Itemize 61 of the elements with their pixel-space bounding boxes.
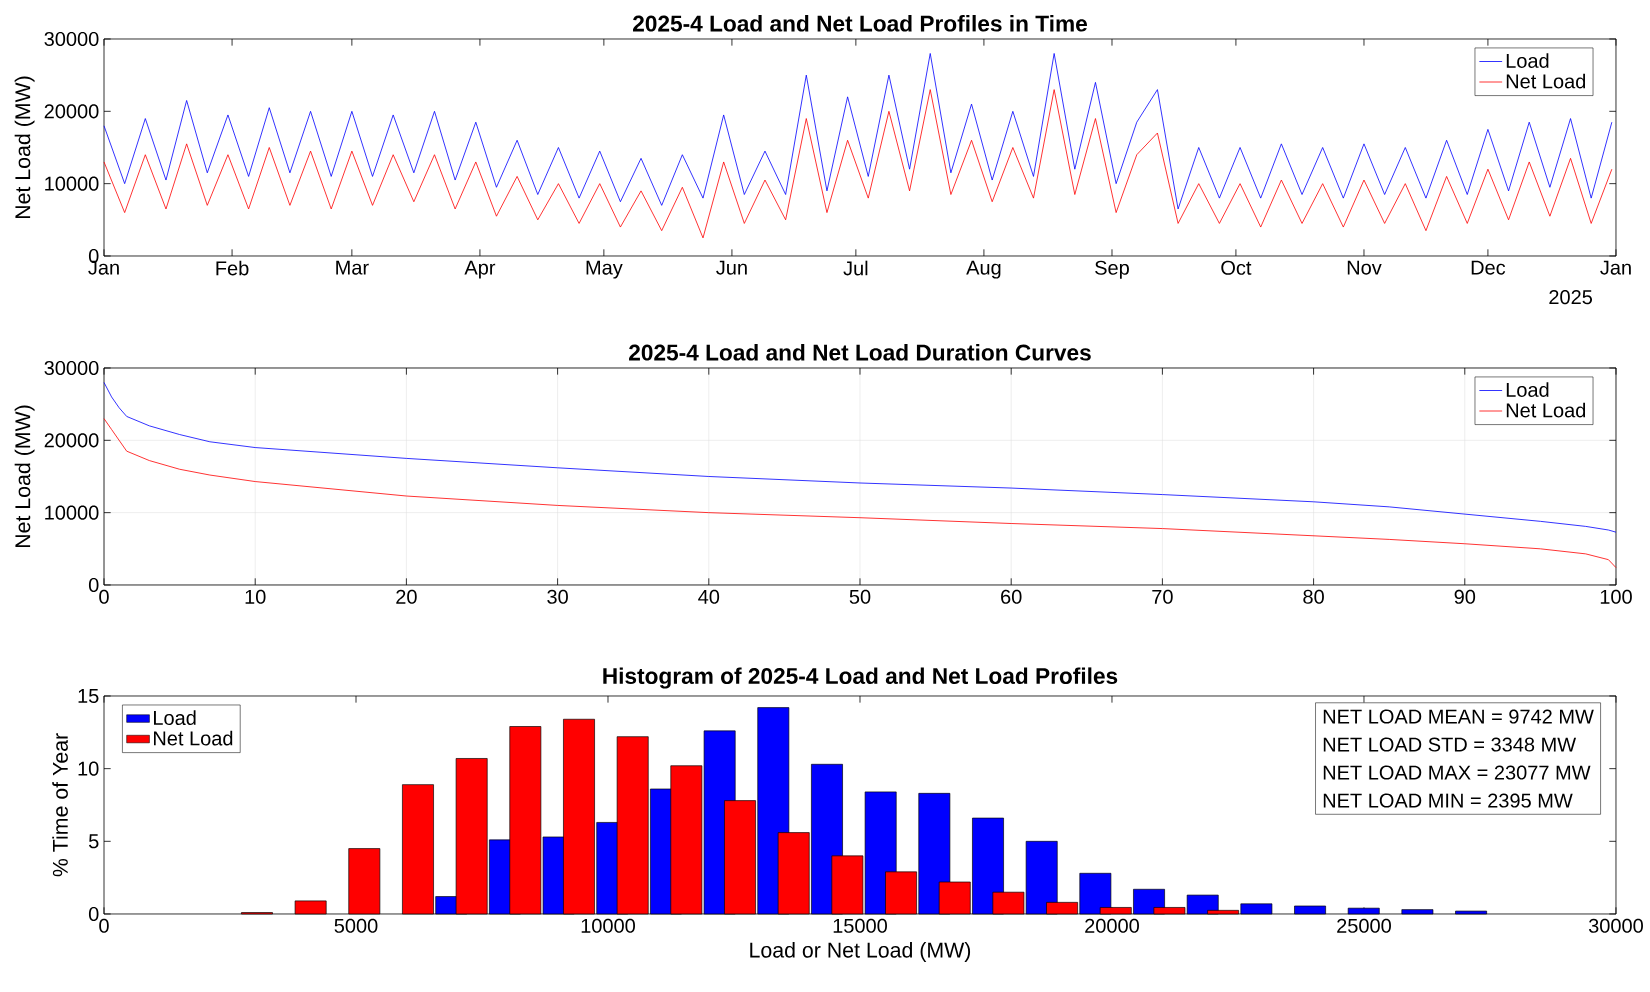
x-tick-label: Sep (1095, 260, 1129, 279)
legend-label: Net Load (1506, 73, 1586, 89)
text: 2025 (1549, 290, 1593, 305)
x-tick-label: 0 (99, 589, 109, 604)
x-tick-label: 40 (698, 589, 720, 604)
legend-label: Load (154, 710, 196, 725)
annotation: NET LOAD MAX = 23077 MW (1323, 765, 1591, 780)
x-tick-label: Aug (966, 260, 1001, 279)
x-tick-label: Nov (1347, 260, 1382, 275)
x-axis-title: Load or Net Load (MW) (750, 942, 971, 962)
chart-title: 2025-4 Load and Net Load Duration Curves (629, 343, 1091, 361)
y-axis-title: % Time of Year (52, 733, 68, 877)
y-tick-label: 10 (78, 761, 99, 776)
x-tick-label: May (586, 260, 623, 279)
x-tick-label: 60 (1001, 589, 1022, 604)
y-tick-label: 20000 (44, 104, 99, 119)
annotation: NET LOAD STD = 3348 MW (1323, 737, 1577, 752)
chart-title: Histogram of 2025-4 Load and Net Load Profiles (603, 667, 1118, 689)
annotation: NET LOAD MIN = 2395 MW (1323, 793, 1573, 808)
y-tick-label: 10000 (45, 176, 99, 191)
x-tick-label: Dec (1471, 260, 1506, 275)
x-tick-label: Oct (1221, 260, 1252, 275)
x-tick-label: Feb (216, 260, 249, 276)
y-tick-label: 30000 (44, 360, 99, 376)
y-axis-title: Net Load (MW) (14, 405, 35, 548)
legend-label: Net Load (1506, 402, 1586, 418)
x-tick-label: 0 (99, 918, 109, 933)
x-tick-label: 50 (849, 589, 871, 604)
x-tick-label: Jul (843, 260, 868, 276)
legend-label: Load (1506, 382, 1549, 397)
x-tick-label: 5000 (334, 918, 378, 933)
y-tick-label: 10000 (45, 505, 99, 520)
annotation: NET LOAD MEAN = 9742 MW (1323, 709, 1594, 724)
line-series (103, 89, 1613, 239)
x-tick-label: 30 (547, 589, 568, 604)
legend-label: Net Load (154, 730, 233, 746)
x-tick-label: 15000 (833, 918, 887, 933)
y-tick-label: 15 (78, 689, 99, 703)
x-tick-label: 10 (245, 589, 266, 604)
x-tick-label: 20 (396, 589, 417, 604)
x-tick-label: 20000 (1085, 918, 1139, 933)
x-tick-label: 25000 (1337, 918, 1391, 933)
x-tick-label: Mar (336, 260, 369, 275)
x-tick-label: Jun (716, 260, 747, 275)
y-tick-label: 30000 (44, 31, 99, 47)
chart-title: 2025-4 Load and Net Load Profiles in Time (633, 14, 1087, 32)
x-tick-label: 70 (1152, 589, 1173, 604)
y-tick-label: 0 (88, 577, 99, 593)
y-tick-label: 5 (88, 834, 99, 849)
x-tick-label: Apr (464, 260, 496, 279)
x-tick-label: 90 (1454, 589, 1476, 604)
y-axis-title: Net Load (MW) (14, 76, 35, 219)
line-series (103, 53, 1613, 210)
y-tick-label: 0 (88, 906, 99, 922)
x-tick-label: 80 (1303, 589, 1324, 604)
x-tick-label: Jan (1600, 260, 1631, 275)
legend-label: Load (1506, 53, 1549, 68)
x-tick-label: 100 (1600, 589, 1632, 604)
x-tick-label: 10000 (581, 918, 635, 933)
y-tick-label: 20000 (44, 433, 99, 448)
x-tick-label: 30000 (1588, 918, 1643, 933)
